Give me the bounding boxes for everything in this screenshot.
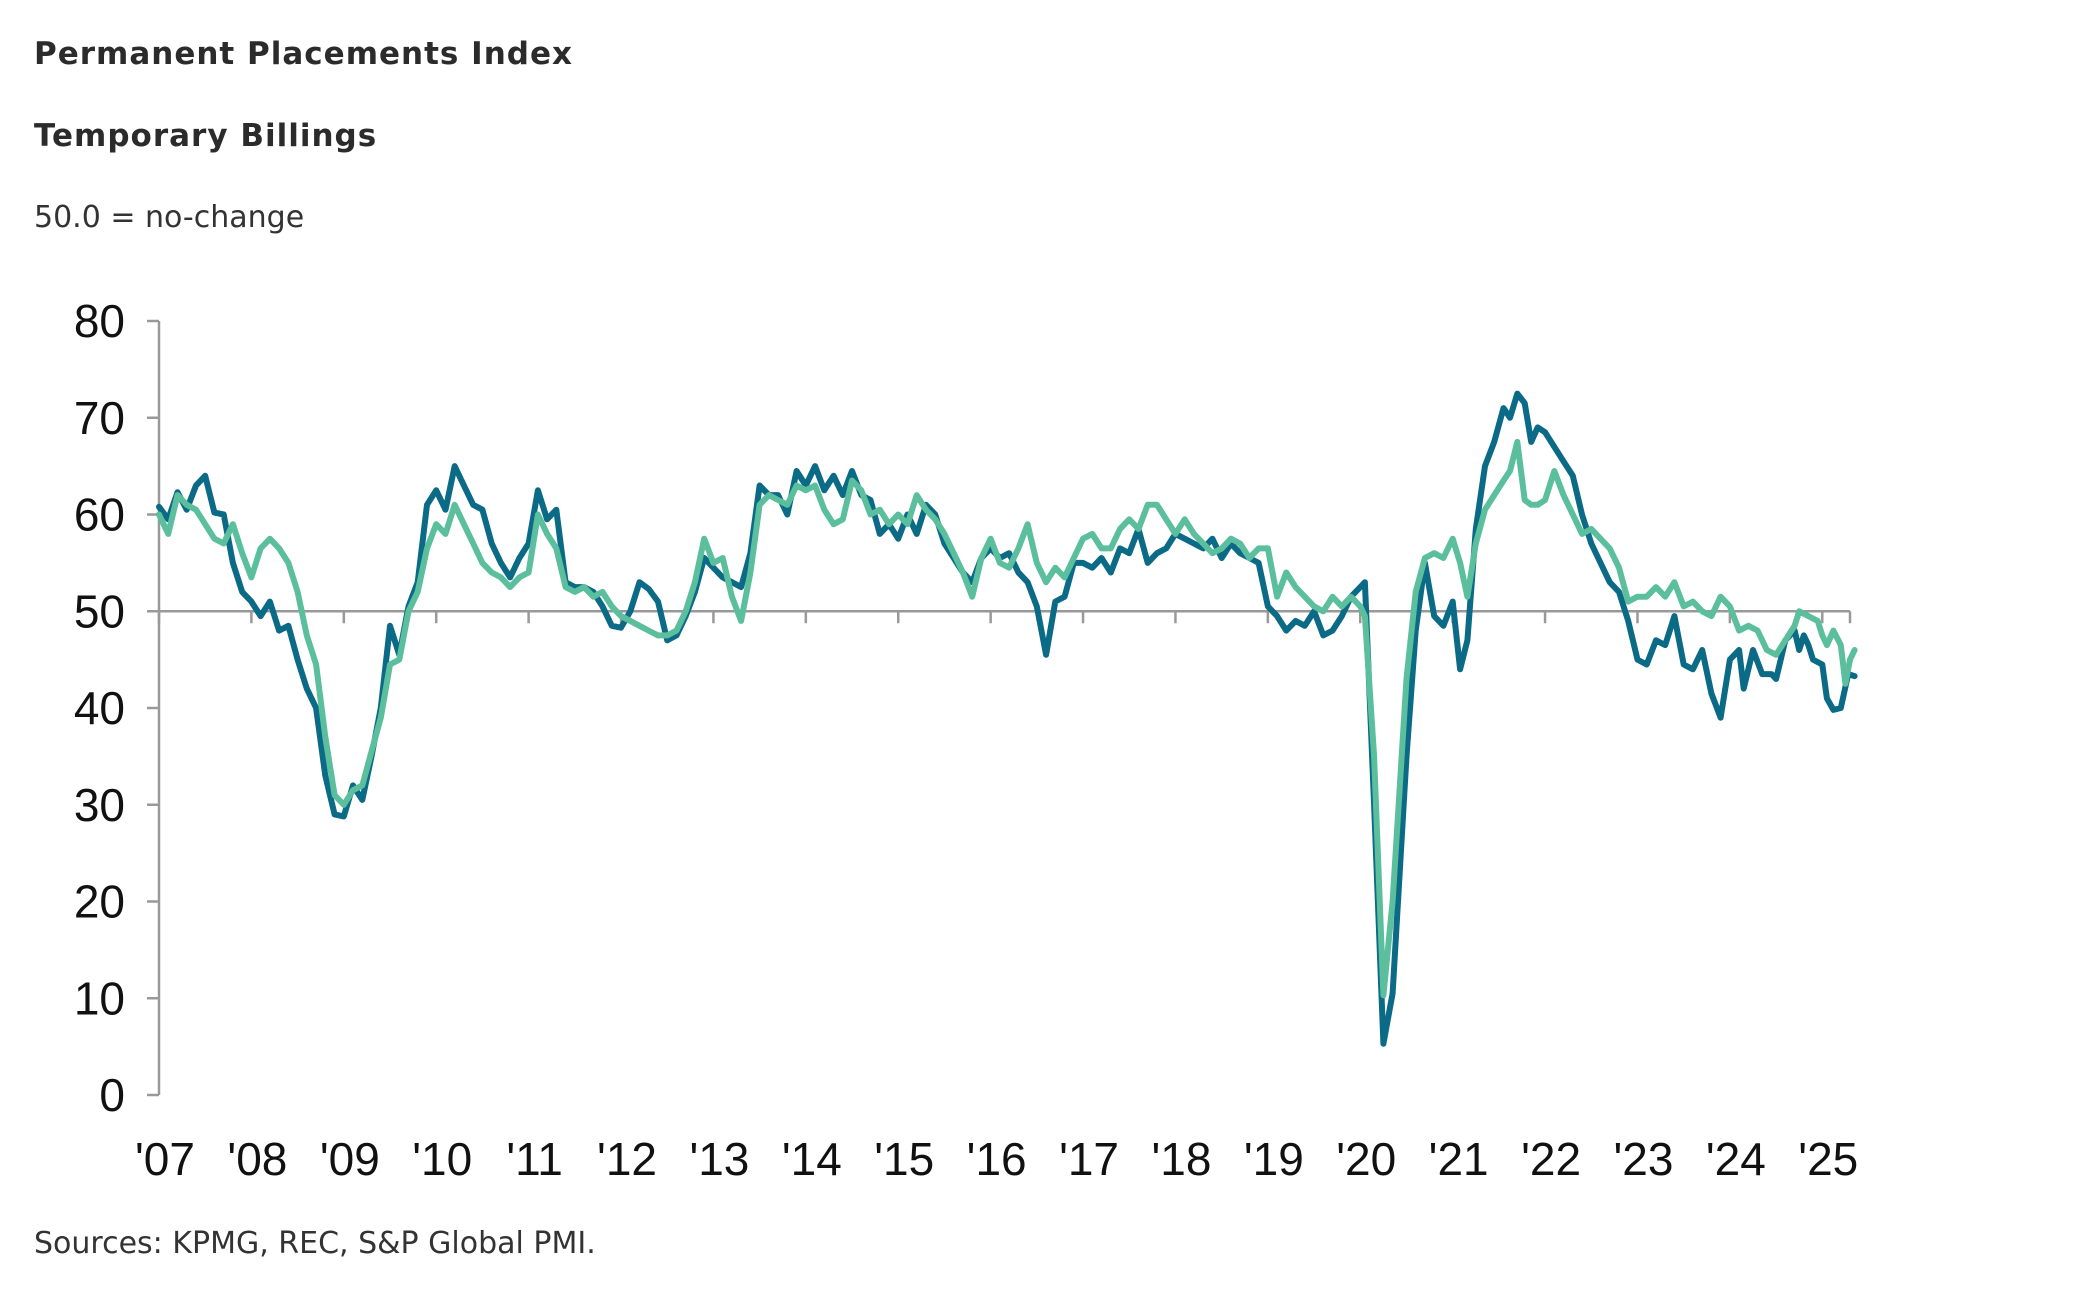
x-tick-label: '23 <box>1613 1133 1673 1185</box>
x-tick-label: '15 <box>874 1133 934 1185</box>
source-note: Sources: KPMG, REC, S&P Global PMI. <box>34 1226 596 1261</box>
x-tick-label: '08 <box>227 1133 287 1185</box>
series-line-permanent-placements <box>156 390 1858 1047</box>
y-tick-label: 70 <box>74 392 125 444</box>
y-tick-label: 10 <box>74 972 125 1024</box>
series-line-temporary-billings <box>156 438 1858 999</box>
x-tick-label: '14 <box>782 1133 842 1185</box>
y-tick-label: 50 <box>74 585 125 637</box>
x-tick-label: '18 <box>1151 1133 1211 1185</box>
x-tick-label: '25 <box>1798 1133 1858 1185</box>
chart-title-temporary-billings: Temporary Billings <box>34 118 378 154</box>
y-tick-label: 30 <box>74 779 125 831</box>
x-tick-label: '11 <box>506 1133 563 1185</box>
y-tick-label: 0 <box>99 1069 125 1121</box>
axes <box>147 319 161 1097</box>
x-tick-label: '16 <box>967 1133 1027 1185</box>
reference-line-group <box>157 610 1852 624</box>
chart-subtitle: 50.0 = no-change <box>34 200 305 235</box>
x-tick-label: '19 <box>1244 1133 1304 1185</box>
x-tick-label: '12 <box>597 1133 657 1185</box>
x-tick-label: '17 <box>1059 1133 1119 1185</box>
x-tick-label: '20 <box>1336 1133 1396 1185</box>
y-tick-labels: 0 10 20 30 40 50 60 70 80 <box>74 295 125 1121</box>
x-tick-label: '21 <box>1429 1133 1489 1185</box>
y-tick-label: 40 <box>74 682 125 734</box>
x-tick-label: '22 <box>1521 1133 1581 1185</box>
series-group <box>156 390 1858 1047</box>
y-tick-label: 20 <box>74 876 125 928</box>
x-tick-label: '24 <box>1706 1133 1766 1185</box>
x-tick-label: '09 <box>320 1133 380 1185</box>
x-tick-label: '13 <box>689 1133 749 1185</box>
x-tick-labels: '07 '08 '09 '10 '11 '12 '13 '14 '15 '16 '17 '18 '19 '… <box>135 1133 1858 1185</box>
chart-title-permanent-placements: Permanent Placements Index <box>34 36 573 72</box>
y-tick-label: 60 <box>74 489 125 541</box>
x-tick-label: '07 <box>135 1133 195 1185</box>
y-tick-label: 80 <box>74 295 125 347</box>
x-tick-label: '10 <box>412 1133 472 1185</box>
